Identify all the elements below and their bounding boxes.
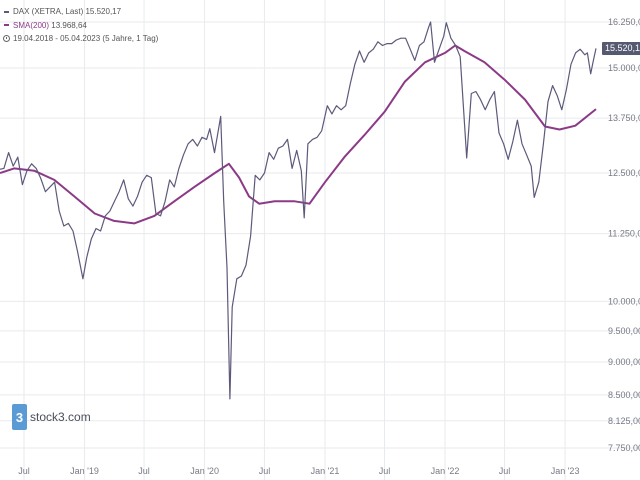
x-tick-label: Jul <box>379 466 391 476</box>
y-tick-label: 9.000,00 <box>608 357 640 367</box>
y-axis: 16.250,00 15.000,00 13.750,00 12.500,00 11.2… <box>608 17 640 453</box>
y-tick-label: 11.250,00 <box>608 229 640 239</box>
legend-sma-value: 13.968,64 <box>51 20 87 30</box>
x-tick-label: Jul <box>259 466 271 476</box>
legend-range-text: 19.04.2018 - 05.04.2023 <box>13 34 101 43</box>
y-tick-label: 15.000,00 <box>608 63 640 73</box>
stock3-logo-text: stock3.com <box>30 410 91 424</box>
x-tick-label: Jul <box>18 466 30 476</box>
legend-sma-label: SMA(200) <box>13 20 50 30</box>
clock-icon <box>3 35 10 43</box>
sma-swatch <box>4 24 9 27</box>
y-tick-label: 8.500,00 <box>608 390 640 400</box>
chart-series <box>0 21 597 400</box>
y-tick-label: 13.750,00 <box>608 113 640 123</box>
legend-dax[interactable]: DAX (XETRA, Last) 15.520,17 <box>3 5 158 19</box>
legend-range[interactable]: 19.04.2018 - 05.04.2023 (5 Jahre, 1 Tag) <box>3 32 158 46</box>
y-tick-label: 9.500,00 <box>608 326 640 336</box>
y-tick-label: 7.750,00 <box>608 443 640 453</box>
legend-dax-label: DAX (XETRA, Last) <box>13 7 84 16</box>
y-tick-label: 12.500,00 <box>608 168 640 178</box>
x-tick-label: Jan '19 <box>70 466 99 476</box>
sma200-line <box>0 44 597 225</box>
dax-swatch <box>4 10 9 13</box>
x-tick-label: Jul <box>138 466 150 476</box>
stock3-logo-icon: 3 <box>12 404 27 430</box>
y-tick-label: 10.000,00 <box>608 296 640 306</box>
legend-sma[interactable]: SMA(200) 13.968,64 <box>3 19 158 33</box>
legend-dax-value: 15.520,17 <box>85 7 122 16</box>
x-tick-label: Jan '22 <box>431 466 460 476</box>
stock3-logo: 3 stock3.com <box>12 404 91 430</box>
x-tick-label: Jan '23 <box>551 466 580 476</box>
y-tick-label: 8.125,00 <box>608 416 640 426</box>
last-price-badge: 15.520,17 <box>602 41 640 55</box>
chart-legend: DAX (XETRA, Last) 15.520,17 SMA(200) 13.… <box>3 5 158 46</box>
x-tick-label: Jul <box>499 466 511 476</box>
y-tick-label: 16.250,00 <box>608 17 640 27</box>
x-tick-label: Jan '21 <box>311 466 340 476</box>
x-tick-label: Jan '20 <box>190 466 219 476</box>
legend-interval-text: (5 Jahre, 1 Tag) <box>102 34 159 43</box>
x-axis: Jul Jan '19 Jul Jan '20 Jul Jan '21 Jul Jan '22… <box>18 466 579 476</box>
dax-price-line <box>0 21 597 400</box>
